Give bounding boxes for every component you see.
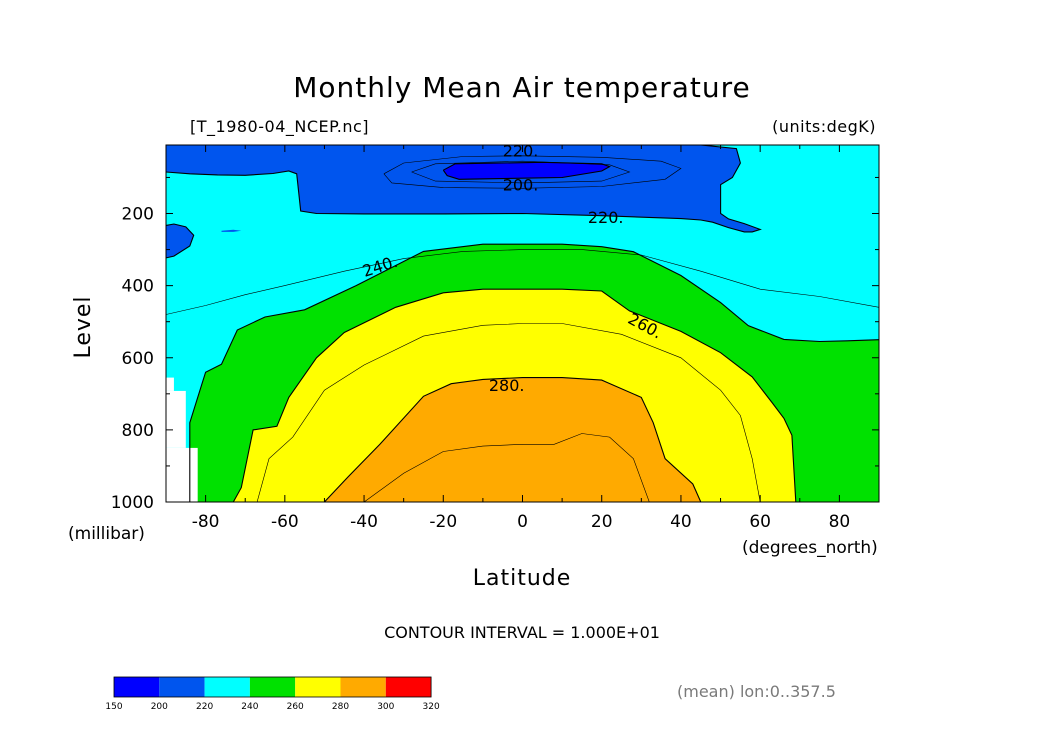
colorbar-tick-label: 280: [332, 702, 349, 712]
mask-band: [166, 390, 186, 448]
mask-band: [166, 447, 198, 502]
contour-line: [232, 288, 797, 502]
contour-line: [363, 433, 650, 502]
contour-interval-label: CONTOUR INTERVAL = 1.000E+01: [384, 623, 660, 642]
contour-fill-280: [324, 377, 701, 502]
y-units-label: (millibar): [68, 524, 145, 544]
contour-label: 220.: [588, 208, 624, 227]
colorbar-swatch: [114, 677, 160, 697]
contour-line: [166, 249, 879, 315]
contour-fill-200: [221, 229, 242, 232]
x-tick-label: -80: [192, 512, 220, 532]
x-tick-label: 0: [517, 512, 528, 532]
y-axis-title: Level: [71, 295, 96, 358]
x-tick-label: 20: [591, 512, 613, 532]
units-label: (units:degK): [772, 117, 876, 136]
colorbar-tick-label: 240: [241, 702, 258, 712]
x-tick-label: -60: [271, 512, 299, 532]
colorbar-swatch: [159, 677, 205, 697]
footer-mean-label: (mean) lon:0..357.5: [677, 682, 836, 701]
contour-fill-150: [443, 162, 610, 180]
y-tick-label: 1000: [111, 493, 154, 513]
y-tick-label: 800: [122, 421, 154, 441]
filled-contours: [166, 145, 879, 502]
contour-label: 280.: [489, 376, 525, 395]
x-tick-label: -40: [350, 512, 378, 532]
colorbar-tick-label: 260: [287, 702, 304, 712]
contour-line: [324, 377, 702, 502]
colorbar-swatch: [249, 677, 296, 697]
x-tick-label: 80: [829, 512, 851, 532]
contour-line: [442, 161, 611, 180]
x-units-label: (degrees_north): [742, 538, 878, 558]
missing-data-mask: [166, 377, 198, 502]
colorbar-tick-label: 300: [377, 702, 394, 712]
x-tick-label: 60: [749, 512, 771, 532]
x-axis-title: Latitude: [473, 566, 572, 591]
contour-line: [256, 323, 761, 502]
colorbar-swatch: [340, 677, 386, 697]
contour-label: 200.: [503, 176, 539, 195]
contour-line: [166, 223, 195, 259]
colorbar-tick-label: 150: [105, 702, 122, 712]
colorbar-frame: [113, 676, 432, 698]
y-tick-label: 400: [122, 277, 154, 297]
x-tick-label: -20: [429, 512, 457, 532]
y-tick-label: 200: [122, 205, 154, 225]
contour-lines: [166, 145, 879, 502]
contour-fill-200: [166, 145, 761, 232]
colorbar: 150 200 220 240 260 280 300 320: [105, 676, 440, 712]
colorbar-tick-label: 320: [423, 702, 440, 712]
contour-fill-200: [166, 224, 194, 258]
colorbar-tick-label: 220: [196, 702, 213, 712]
x-tick-label: 40: [670, 512, 692, 532]
colorbar-swatch: [295, 677, 341, 697]
mask-band: [166, 377, 174, 391]
colorbar-swatch: [204, 677, 250, 697]
contour-line: [411, 160, 631, 184]
axis-ticks: -80 -60 -40 -20 0 20 40 60 80 200 400 600 800 1000: [111, 145, 880, 532]
source-label: [T_1980-04_NCEP.nc]: [190, 117, 369, 137]
chart-title: Monthly Mean Air temperature: [293, 71, 751, 104]
contour-label: 220.: [503, 141, 539, 160]
contour-line: [189, 243, 879, 502]
contour-line: [166, 145, 762, 233]
contour-line: [383, 155, 682, 189]
colorbar-swatch: [385, 677, 432, 697]
y-tick-label: 600: [122, 349, 154, 369]
colorbar-tick-label: 200: [151, 702, 168, 712]
